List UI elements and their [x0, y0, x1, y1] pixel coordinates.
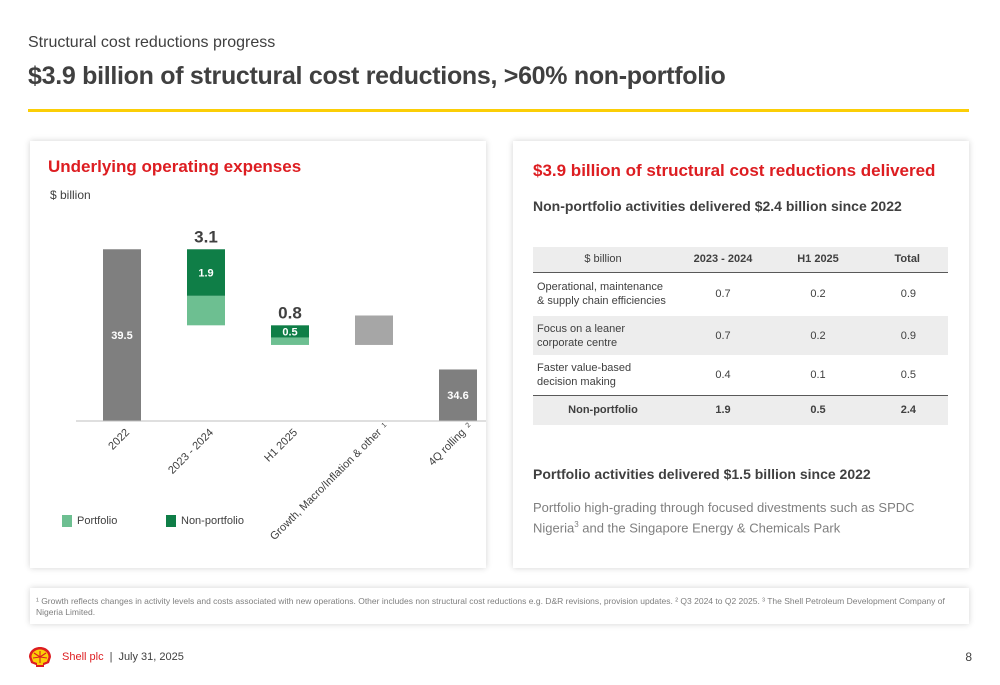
slide-subtitle: Structural cost reductions progress	[28, 34, 276, 51]
data-label-2022: 39.5	[111, 330, 132, 342]
x-tick-superscript: 1	[381, 422, 389, 430]
chart-unit-label: $ billion	[50, 188, 91, 202]
legend-swatch-portfolio	[62, 515, 72, 527]
table-total-cell: 0.5	[773, 394, 863, 425]
table-header: Total	[863, 247, 948, 273]
page-number: 8	[965, 650, 972, 664]
table-header-row: $ billion 2023 - 2024 H1 2025 Total	[533, 247, 948, 273]
table-header: 2023 - 2024	[673, 247, 773, 273]
data-label-non-portfolio-reduction-2: 0.5	[282, 326, 297, 338]
chart-title: Underlying operating expenses	[48, 157, 302, 176]
total-label-reduction-1: 3.1	[194, 227, 218, 246]
table-cell: 0.5	[900, 368, 916, 381]
portfolio-text: Portfolio high-grading through focused d…	[533, 500, 915, 536]
footer-date: July 31, 2025	[118, 651, 184, 663]
x-tick-label: 2023 - 2024	[166, 427, 216, 477]
bar-non-portfolio-reduction-1	[187, 249, 225, 296]
footnote: ¹ Growth reflects changes in activity le…	[36, 596, 945, 617]
total-label-reduction-2: 0.8	[278, 303, 302, 322]
table-total-cell: 1.9	[673, 394, 773, 425]
table-total-label: Non-portfolio	[533, 394, 673, 425]
table-cell-label: Focus on a leaner corporate centre	[533, 316, 673, 355]
table-cell: 0.7	[673, 316, 773, 355]
slide-title: $3.9 billion of structural cost reductio…	[28, 62, 726, 90]
bar-portfolio-reduction-1	[187, 295, 225, 326]
data-label-4q-rolling: 34.6	[447, 390, 468, 402]
title-divider	[28, 109, 969, 112]
x-tick-label: 2022	[106, 427, 132, 453]
summary-subtitle: Non-portfolio activities delivered $2.4 …	[533, 198, 902, 214]
chart-panel: Underlying operating expenses $ billion …	[30, 141, 486, 568]
x-tick-label: 4Q rolling	[426, 427, 468, 469]
bar-4q-rolling	[439, 369, 477, 421]
legend-label-portfolio: Portfolio	[77, 515, 118, 527]
x-tick-label: H1 2025	[262, 427, 300, 465]
bar-2022	[103, 249, 141, 421]
legend-non-portfolio: Non-portfolio	[166, 515, 244, 527]
table-total-row: Non-portfolio 1.9 0.5 2.4	[533, 394, 948, 425]
waterfall-chart: 39.5 1.9 3.1 0.5 0.8 34.6 2022 2023 - 2024 H1 20…	[76, 227, 486, 543]
bar-portfolio-reduction-2	[271, 337, 309, 345]
legend-label-non-portfolio: Non-portfolio	[181, 515, 244, 527]
table-cell: 0.2	[773, 316, 863, 355]
table-row: Focus on a leaner corporate centre 0.7 0…	[533, 316, 948, 355]
table-total-cell: 2.4	[863, 394, 948, 425]
footer-separator: |	[109, 651, 113, 663]
table-header: $ billion	[533, 247, 673, 273]
table-cell: 0.9	[900, 288, 916, 301]
table-row: Faster value-based decision making 0.4 0…	[533, 355, 948, 395]
table-row: Operational, maintenance & supply chain …	[533, 272, 948, 316]
table-cell: 0.2	[810, 288, 826, 301]
data-label-non-portfolio-reduction-1: 1.9	[198, 268, 213, 280]
summary-title: $3.9 billion of structural cost reductio…	[533, 161, 936, 180]
legend-swatch-non-portfolio	[166, 515, 176, 527]
table-cell: 0.9	[863, 316, 948, 355]
reductions-table: $ billion 2023 - 2024 H1 2025 Total Oper…	[533, 247, 948, 425]
shell-logo-icon	[29, 647, 51, 667]
legend-portfolio: Portfolio	[62, 515, 117, 527]
table-cell: 0.1	[810, 368, 826, 381]
table-header: H1 2025	[773, 247, 863, 273]
table-cell: 0.7	[715, 288, 731, 301]
footnote-box: ¹ Growth reflects changes in activity le…	[30, 588, 969, 624]
portfolio-heading: Portfolio activities delivered $1.5 bill…	[533, 466, 871, 482]
x-tick-superscript: 2	[465, 422, 473, 430]
summary-panel: $3.9 billion of structural cost reductio…	[513, 141, 969, 568]
table-cell-label: Faster value-based decision making	[537, 361, 632, 388]
bar-non-portfolio-reduction-2	[271, 325, 309, 338]
footer-company: Shell plc	[62, 651, 104, 663]
bar-growth-other	[355, 315, 393, 345]
footer: Shell plc | July 31, 2025	[28, 646, 184, 668]
table-cell-label: Operational, maintenance & supply chain …	[537, 281, 666, 308]
table-cell: 0.4	[715, 368, 731, 381]
